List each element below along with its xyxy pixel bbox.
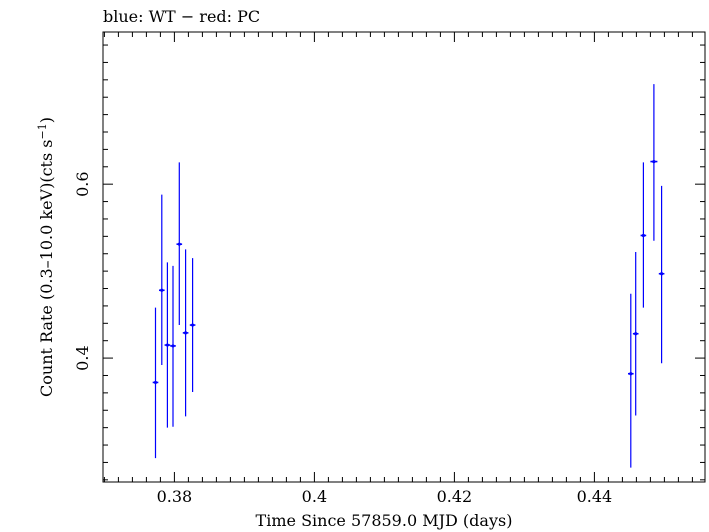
data-point [650, 84, 658, 241]
point-marker [191, 323, 195, 327]
point-marker [641, 233, 646, 238]
data-point [658, 185, 665, 364]
y-axis-ticks: 0.4 0.6 [73, 44, 705, 481]
point-marker [177, 242, 181, 246]
data-point [182, 249, 189, 417]
data-point [164, 262, 171, 428]
y-axis-label-tail: ) [37, 117, 56, 123]
plot-frame [102, 31, 706, 483]
y-axis-label: Count Rate (0.3–10.0 keV)(cts s−1) [36, 117, 56, 397]
data-point [628, 293, 634, 468]
data-point [159, 194, 165, 366]
point-marker [184, 331, 188, 335]
point-marker [171, 344, 175, 348]
x-tick-label: 0.44 [577, 487, 613, 506]
data-point [170, 265, 176, 427]
chart-title: blue: WT − red: PC [103, 7, 260, 26]
point-marker [652, 159, 656, 164]
data-point [152, 307, 159, 459]
data-point [632, 252, 639, 416]
data-point [176, 162, 183, 326]
point-marker [160, 288, 164, 292]
y-axis-label-exponent: −1 [36, 123, 49, 139]
x-tick-label: 0.4 [302, 487, 327, 506]
point-marker [165, 343, 169, 347]
y-tick-label: 0.4 [73, 345, 92, 370]
data-point [640, 162, 647, 308]
x-tick-label: 0.38 [157, 487, 193, 506]
y-axis-label-main: Count Rate (0.3–10.0 keV)(cts s [37, 140, 56, 397]
x-axis-ticks: 0.38 0.4 0.42 0.44 [103, 32, 693, 506]
data-points [152, 84, 665, 468]
y-tick-label: 0.6 [73, 171, 92, 196]
point-marker [660, 272, 664, 276]
point-marker [153, 380, 158, 385]
data-point [189, 258, 196, 392]
x-tick-label: 0.42 [437, 487, 473, 506]
x-axis-label: Time Since 57859.0 MJD (days) [256, 511, 513, 530]
point-marker [634, 332, 638, 336]
point-marker [629, 372, 633, 376]
